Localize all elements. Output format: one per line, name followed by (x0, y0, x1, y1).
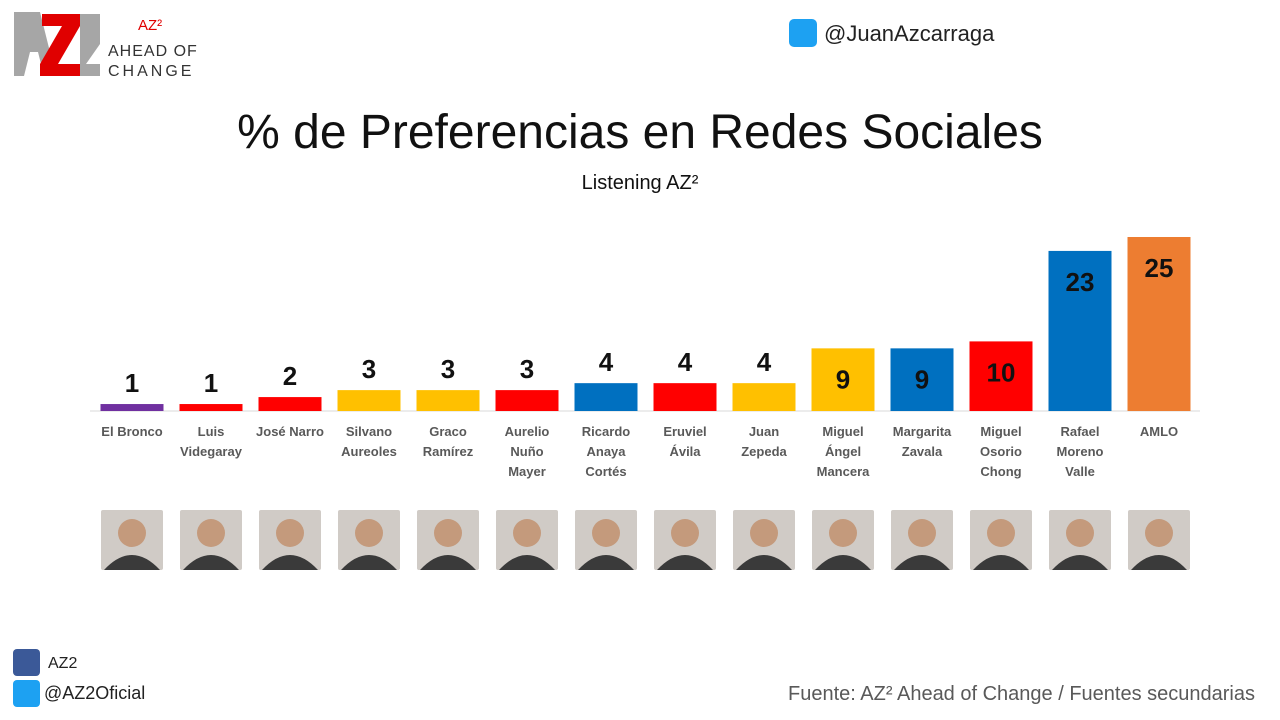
photo-face (987, 519, 1015, 547)
photo-body (420, 555, 476, 570)
x-tick-label: AMLO (1139, 424, 1179, 439)
data-label: 9 (836, 364, 850, 394)
data-label: 1 (204, 368, 218, 398)
photo-face (513, 519, 541, 547)
data-label: 2 (283, 361, 297, 391)
data-label: 4 (757, 347, 772, 377)
source: Fuente: AZ² Ahead of Change / Fuentes se… (788, 683, 1255, 705)
bar (416, 390, 480, 411)
logo-2 (80, 14, 100, 76)
photo-face (118, 519, 146, 547)
bar (732, 383, 796, 411)
x-tick-label: Miguel Osorio Chong (980, 424, 1022, 479)
photo-face (671, 519, 699, 547)
data-label: 10 (987, 357, 1016, 387)
logo-line: CHANGE (108, 63, 194, 80)
photo-body (815, 555, 871, 570)
x-tick-label: Silvano Aureoles (341, 424, 397, 459)
twitter-icon (789, 19, 817, 47)
data-label: 1 (125, 368, 139, 398)
data-label: 25 (1145, 253, 1174, 283)
bar (100, 404, 164, 411)
x-tick-label: Ricardo Anaya Cortés (581, 424, 631, 479)
photo-face (1145, 519, 1173, 547)
data-label: 4 (599, 347, 614, 377)
chart-subtitle: Listening AZ² (582, 172, 699, 194)
photo-face (1066, 519, 1094, 547)
data-label: 3 (441, 354, 455, 384)
twitter-handle: @AZ2Oficial (44, 683, 145, 703)
x-tick-label: Luis Videgaray (180, 424, 242, 459)
logo-line: AHEAD OF (108, 43, 198, 60)
photo-face (750, 519, 778, 547)
data-label: 23 (1066, 267, 1095, 297)
photo-body (1052, 555, 1108, 570)
photo-face (197, 519, 225, 547)
bar (811, 348, 875, 411)
photo-body (657, 555, 713, 570)
bar (653, 383, 717, 411)
x-tick-label: El Bronco (101, 424, 163, 439)
x-tick-label: Aurelio Nuño Mayer (504, 424, 550, 479)
photo-body (894, 555, 950, 570)
logo-mark: AZ² (138, 17, 162, 34)
x-tick-label: Miguel Ángel Mancera (816, 424, 870, 479)
photo-face (829, 519, 857, 547)
bar (495, 390, 559, 411)
logo (14, 12, 100, 76)
photo-body (578, 555, 634, 570)
bar (890, 348, 954, 411)
data-label: 4 (678, 347, 693, 377)
data-label: 3 (520, 354, 534, 384)
x-tick-label: Rafael Moreno Valle (1056, 424, 1104, 479)
x-tick-label: Eruviel Ávila (663, 424, 707, 459)
photo-body (262, 555, 318, 570)
twitter-icon (13, 680, 40, 707)
photo-face (434, 519, 462, 547)
photo-body (183, 555, 239, 570)
logo-z (40, 14, 80, 76)
bar (337, 390, 401, 411)
data-label: 9 (915, 364, 929, 394)
photo-body (973, 555, 1029, 570)
bar (1048, 250, 1112, 411)
photo-face (592, 519, 620, 547)
photo-body (499, 555, 555, 570)
photo-body (1131, 555, 1187, 570)
facebook-icon (13, 649, 40, 676)
photo-face (908, 519, 936, 547)
bar (1127, 237, 1191, 411)
photo-body (104, 555, 160, 570)
facebook-handle: AZ2 (48, 655, 77, 672)
bar (969, 341, 1033, 411)
photo-face (355, 519, 383, 547)
photo-body (736, 555, 792, 570)
twitter-handle: @JuanAzcarraga (824, 21, 995, 46)
photo-body (341, 555, 397, 570)
bar (179, 404, 243, 411)
x-tick-label: Margarita Zavala (892, 424, 952, 459)
chart-title: % de Preferencias en Redes Sociales (237, 106, 1043, 159)
x-tick-label: Graco Ramírez (422, 424, 474, 459)
photo-face (276, 519, 304, 547)
bar (574, 383, 638, 411)
x-tick-label: Juan Zepeda (741, 424, 787, 459)
x-tick-label: José Narro (256, 424, 324, 439)
data-label: 3 (362, 354, 376, 384)
bar (258, 397, 322, 411)
